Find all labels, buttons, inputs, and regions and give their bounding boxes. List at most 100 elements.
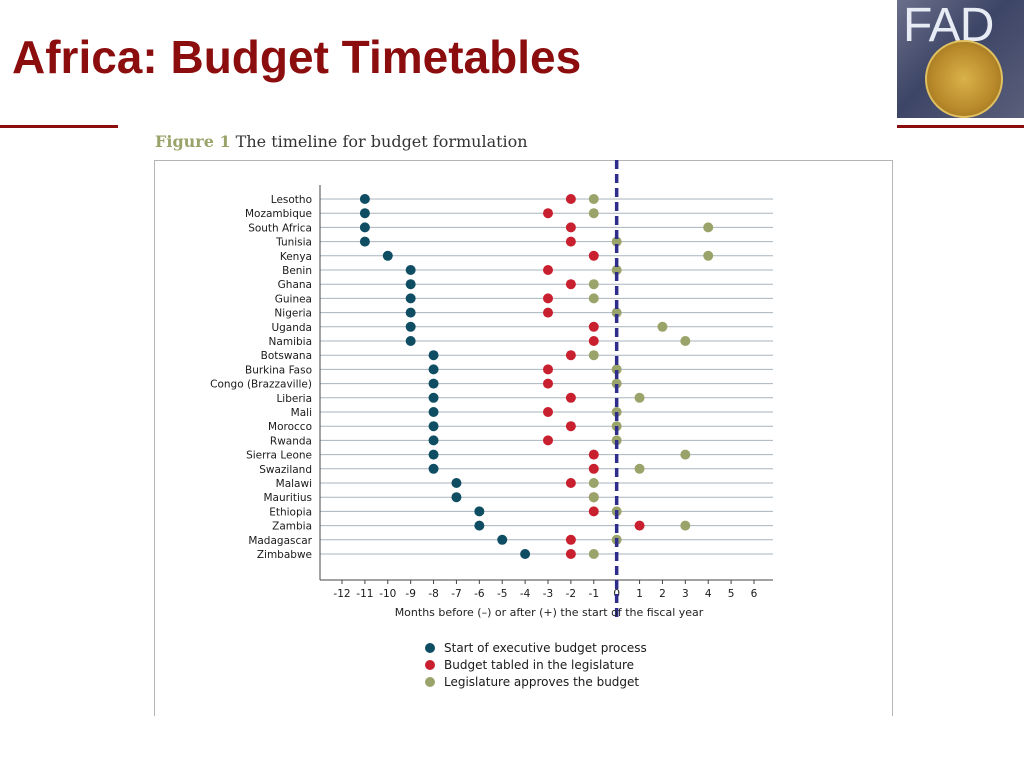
x-tick-label: -2	[566, 588, 576, 600]
data-point	[405, 265, 416, 275]
x-axis: -12-11-10-9-8-7-6-5-4-3-2-10123456	[319, 185, 773, 600]
data-point	[657, 321, 668, 332]
figure-title: The timeline for budget formulation	[235, 132, 528, 151]
legend-marker	[425, 660, 435, 670]
data-point	[680, 520, 691, 531]
data-point	[588, 208, 599, 219]
data-point	[588, 250, 599, 261]
country-label: Mozambique	[245, 208, 312, 220]
data-point	[565, 194, 576, 204]
country-label: Liberia	[276, 393, 312, 405]
legend-marker	[425, 677, 435, 687]
figure-caption: Figure 1 The timeline for budget formula…	[155, 132, 528, 151]
legend: Start of executive budget process Budget …	[425, 641, 647, 689]
x-tick-label: 5	[728, 588, 735, 600]
x-tick-label: 2	[659, 588, 666, 600]
x-tick-label: -6	[474, 588, 485, 600]
country-label: Mauritius	[263, 492, 312, 504]
data-point	[359, 222, 370, 233]
data-point	[543, 435, 553, 446]
data-point	[428, 463, 439, 474]
data-point	[588, 549, 599, 559]
data-point	[611, 236, 622, 247]
data-point	[543, 378, 553, 389]
data-point	[543, 307, 553, 318]
data-point	[588, 336, 599, 346]
x-tick-label: -9	[405, 588, 415, 600]
country-label: Malawi	[276, 478, 312, 490]
data-point	[588, 350, 599, 361]
country-label: Zambia	[272, 521, 312, 533]
country-label: Botswana	[261, 350, 312, 362]
country-label: Tunisia	[275, 237, 312, 249]
data-point	[543, 407, 553, 417]
x-tick-label: -8	[428, 588, 438, 600]
country-label: Ethiopia	[269, 506, 312, 518]
data-point	[428, 449, 439, 460]
data-point	[611, 307, 622, 318]
data-point	[451, 478, 462, 488]
data-point	[543, 208, 553, 219]
data-point	[428, 378, 439, 389]
data-point	[428, 435, 439, 446]
country-label: Nigeria	[274, 308, 312, 320]
country-label: Swaziland	[259, 464, 312, 476]
country-label: Congo (Brazzaville)	[210, 379, 312, 391]
country-label: Madagascar	[248, 535, 312, 547]
data-point	[543, 364, 553, 375]
data-point	[405, 336, 416, 346]
country-label: Mali	[291, 407, 312, 419]
country-labels: Lesotho Mozambique South Africa Tunisia Keny…	[210, 194, 313, 561]
data-point	[565, 421, 576, 432]
data-point	[543, 293, 553, 304]
country-label: Kenya	[280, 251, 312, 263]
x-tick-label: -3	[543, 588, 553, 600]
x-tick-label: -5	[497, 588, 507, 600]
data-point	[634, 392, 645, 403]
data-point	[565, 222, 576, 233]
data-point	[611, 378, 622, 389]
data-point	[359, 208, 370, 219]
x-tick-label: -12	[333, 588, 350, 600]
data-point	[428, 364, 439, 375]
x-tick-label: -1	[589, 588, 599, 600]
country-label: Burkina Faso	[245, 364, 312, 376]
country-label: South Africa	[248, 222, 312, 234]
data-point	[634, 520, 645, 531]
country-label: Uganda	[271, 322, 312, 334]
data-point	[382, 250, 393, 261]
country-label: Guinea	[275, 293, 312, 305]
country-label: Namibia	[269, 336, 312, 348]
legend-marker	[425, 643, 435, 653]
data-point	[634, 463, 645, 474]
data-point	[588, 321, 599, 332]
imf-seal-icon	[925, 40, 1003, 118]
data-point	[474, 506, 485, 517]
fad-logo: FAD	[897, 0, 1024, 118]
x-axis-label: Months before (–) or after (+) the start…	[395, 606, 704, 619]
data-point	[588, 194, 599, 204]
slide-title: Africa: Budget Timetables	[12, 31, 582, 83]
x-tick-label: -11	[356, 588, 373, 600]
data-point	[474, 520, 485, 531]
data-point	[428, 350, 439, 361]
country-label: Lesotho	[271, 194, 312, 206]
data-point	[611, 265, 622, 275]
x-tick-label: 4	[705, 588, 712, 600]
data-points	[359, 194, 714, 559]
data-point	[588, 463, 599, 474]
data-point	[565, 478, 576, 488]
title-underline	[0, 125, 118, 128]
legend-label: Start of executive budget process	[444, 641, 647, 655]
country-label: Morocco	[268, 421, 312, 433]
x-tick-label: -10	[379, 588, 396, 600]
data-point	[497, 534, 508, 545]
country-label: Ghana	[278, 279, 312, 291]
chart-frame	[154, 160, 893, 716]
x-tick-label: -4	[520, 588, 531, 600]
legend-label: Budget tabled in the legislature	[444, 658, 634, 672]
data-point	[565, 350, 576, 361]
data-point	[405, 307, 416, 318]
data-point	[680, 336, 691, 346]
